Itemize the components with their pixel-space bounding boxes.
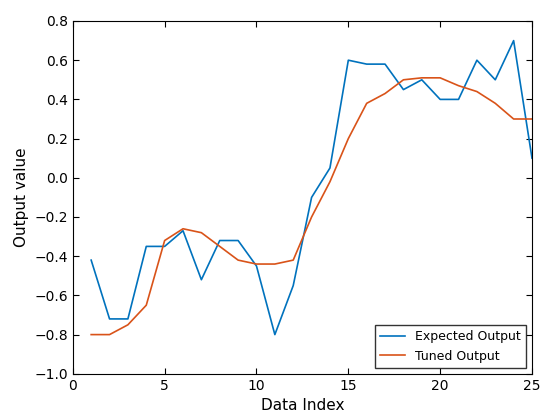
Tuned Output <box>400 77 407 82</box>
Expected Output <box>529 156 535 161</box>
Tuned Output <box>272 262 278 267</box>
Expected Output <box>437 97 444 102</box>
Expected Output <box>216 238 223 243</box>
Tuned Output <box>326 179 333 184</box>
Expected Output <box>272 332 278 337</box>
Expected Output <box>474 58 480 63</box>
Expected Output <box>180 228 186 233</box>
X-axis label: Data Index: Data Index <box>260 398 344 413</box>
Expected Output <box>326 165 333 171</box>
Tuned Output <box>492 101 498 106</box>
Tuned Output <box>124 322 131 327</box>
Tuned Output <box>382 91 389 96</box>
Expected Output <box>492 77 498 82</box>
Tuned Output <box>529 116 535 121</box>
Tuned Output <box>437 75 444 80</box>
Y-axis label: Output value: Output value <box>14 147 29 247</box>
Legend: Expected Output, Tuned Output: Expected Output, Tuned Output <box>375 326 526 368</box>
Tuned Output <box>363 101 370 106</box>
Expected Output <box>161 244 168 249</box>
Line: Expected Output: Expected Output <box>91 41 532 335</box>
Tuned Output <box>290 257 297 262</box>
Tuned Output <box>345 136 352 141</box>
Expected Output <box>88 257 95 262</box>
Line: Tuned Output: Tuned Output <box>91 78 532 335</box>
Expected Output <box>290 283 297 288</box>
Expected Output <box>382 62 389 67</box>
Tuned Output <box>418 75 425 80</box>
Tuned Output <box>88 332 95 337</box>
Expected Output <box>106 316 113 321</box>
Expected Output <box>198 277 205 282</box>
Tuned Output <box>143 303 150 308</box>
Expected Output <box>308 195 315 200</box>
Expected Output <box>124 316 131 321</box>
Tuned Output <box>216 244 223 249</box>
Expected Output <box>235 238 241 243</box>
Tuned Output <box>253 262 260 267</box>
Tuned Output <box>198 230 205 235</box>
Tuned Output <box>308 215 315 220</box>
Expected Output <box>345 58 352 63</box>
Expected Output <box>418 77 425 82</box>
Tuned Output <box>455 83 462 88</box>
Expected Output <box>455 97 462 102</box>
Tuned Output <box>161 238 168 243</box>
Tuned Output <box>106 332 113 337</box>
Tuned Output <box>474 89 480 94</box>
Expected Output <box>400 87 407 92</box>
Expected Output <box>143 244 150 249</box>
Expected Output <box>363 62 370 67</box>
Tuned Output <box>235 257 241 262</box>
Tuned Output <box>180 226 186 231</box>
Expected Output <box>510 38 517 43</box>
Tuned Output <box>510 116 517 121</box>
Expected Output <box>253 263 260 268</box>
